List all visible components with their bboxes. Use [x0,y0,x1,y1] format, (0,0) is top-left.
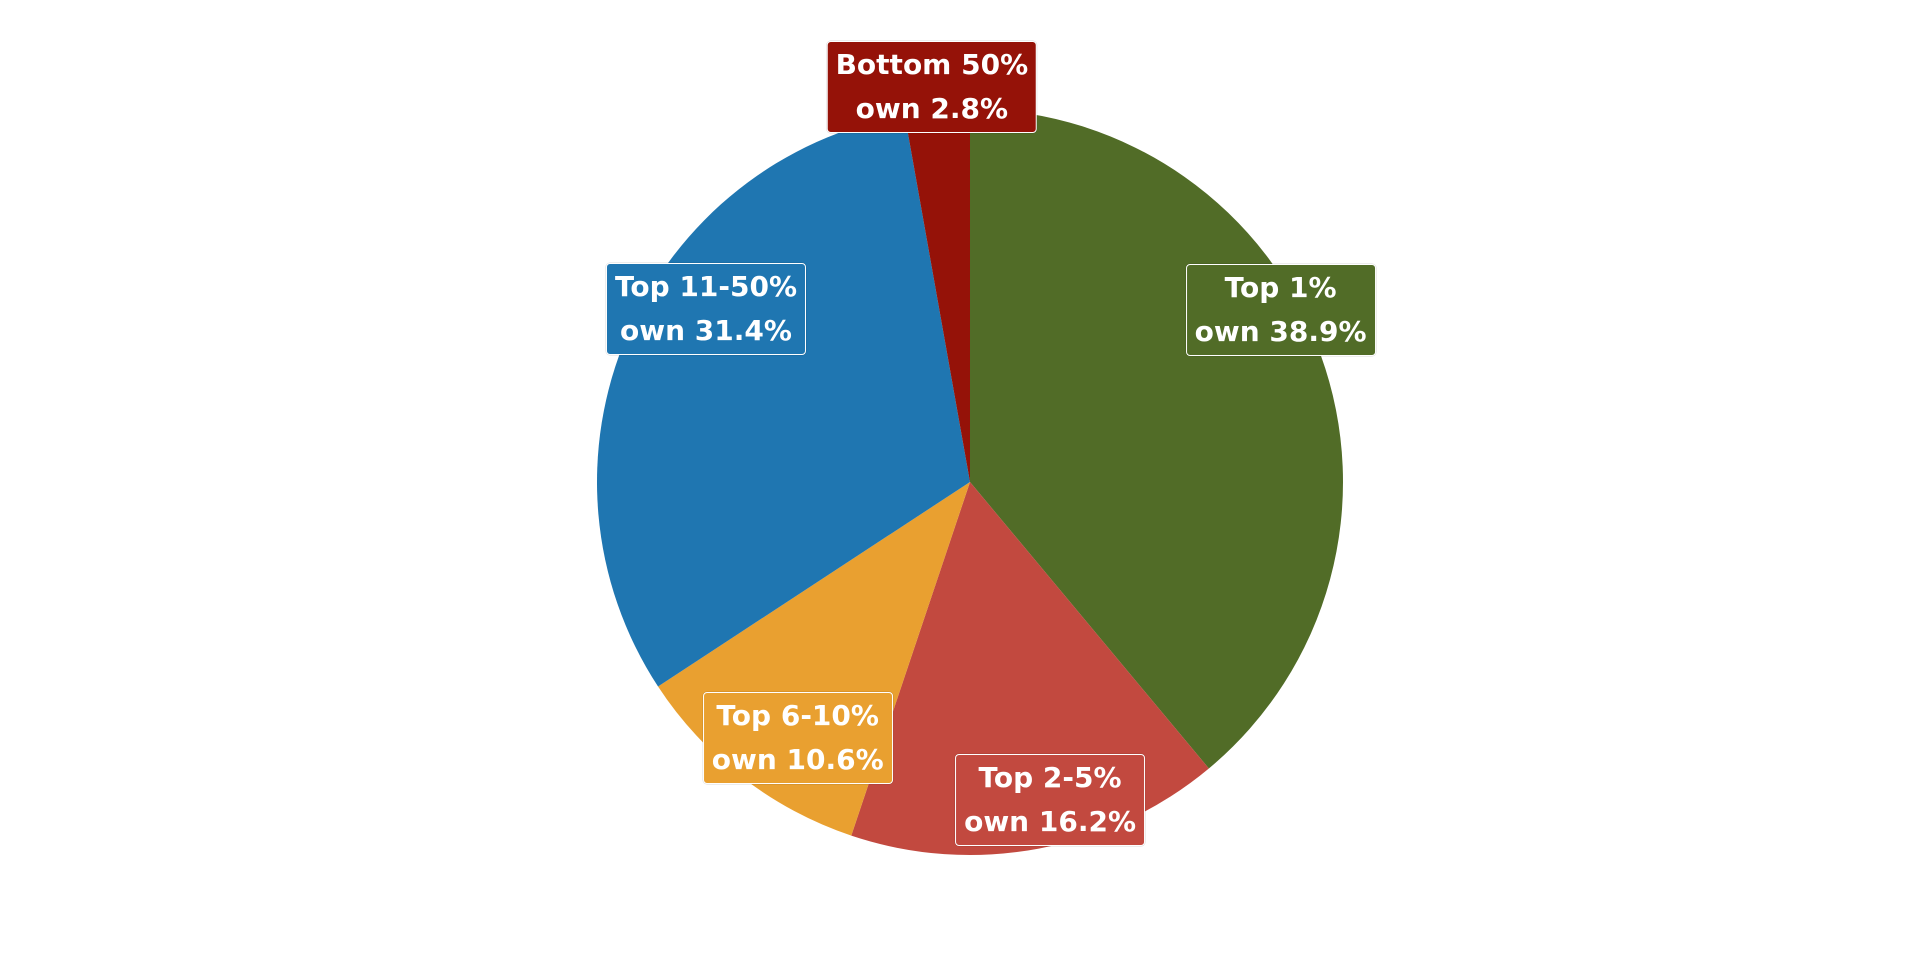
data-label: Top 2-5% own 16.2% [955,754,1146,847]
pie-slice-top-11-50 [597,114,970,687]
data-label-category: Top 2-5% [978,761,1122,795]
data-label-value: own 31.4% [620,313,792,347]
data-label-category: Top 1% [1224,271,1337,305]
data-label-category: Bottom 50% [835,47,1029,81]
data-label-value: own 38.9% [1194,315,1367,349]
data-label-value: own 10.6% [711,743,884,777]
data-label-value: own 16.2% [964,805,1137,839]
data-label-value: own 2.8% [855,91,1009,125]
pie-slice-bottom-50 [904,109,970,482]
data-label: Top 6-10% own 10.6% [702,692,893,785]
data-label-category: Top 11-50% [614,269,798,303]
data-label: Top 11-50% own 31.4% [605,262,807,355]
data-label: Top 1% own 38.9% [1185,264,1376,357]
data-label-category: Top 6-10% [716,699,879,733]
data-label: Bottom 50% own 2.8% [826,40,1038,133]
